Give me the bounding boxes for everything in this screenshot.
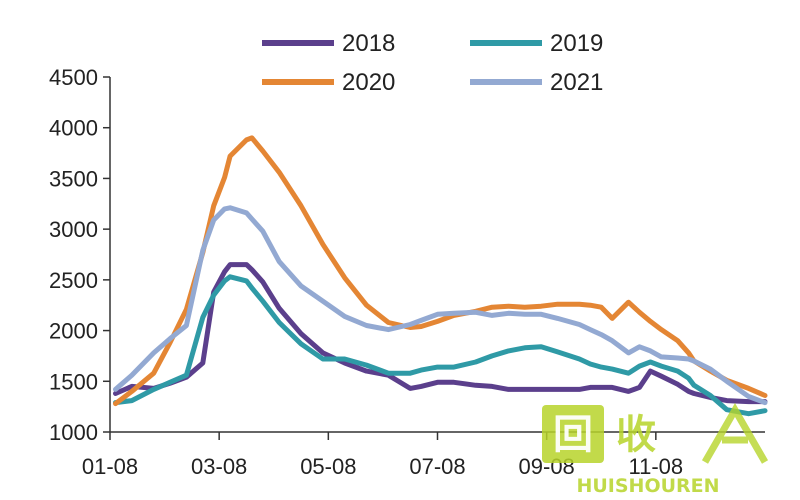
- y-ticks: 1000 1500 2000 2500 3000 3500 4000 4500: [49, 65, 110, 445]
- series-lines: [113, 135, 768, 417]
- y-tick-label: 1000: [49, 420, 98, 445]
- legend-label-2018: 2018: [342, 30, 395, 57]
- y-tick-label: 4000: [49, 116, 98, 141]
- x-tick-label: 01-08: [82, 454, 138, 479]
- watermark-brand-text: HUISHOUREN: [576, 475, 719, 497]
- legend-label-2021: 2021: [550, 69, 603, 96]
- x-tick-label: 03-08: [191, 454, 247, 479]
- series-line-2018: [113, 262, 768, 405]
- y-tick-label: 3500: [49, 166, 98, 191]
- series-line-2020: [113, 135, 768, 407]
- x-tick-label: 05-08: [300, 454, 356, 479]
- y-tick-label: 2500: [49, 268, 98, 293]
- series-line-2021: [113, 205, 768, 406]
- watermark-mark-icon: [701, 402, 769, 464]
- legend-label-2019: 2019: [550, 30, 603, 57]
- x-ticks: 01-08 03-08 05-08 07-08 09-08 11-08: [82, 432, 683, 479]
- x-tick-label: 11-08: [629, 454, 684, 479]
- y-tick-label: 4500: [49, 65, 98, 90]
- y-tick-label: 3000: [49, 217, 98, 242]
- y-tick-label: 1500: [49, 369, 98, 394]
- x-tick-label: 07-08: [409, 454, 465, 479]
- legend: 2018 2019 2020 2021: [262, 30, 603, 96]
- series-line-2019: [113, 274, 768, 417]
- legend-label-2020: 2020: [342, 69, 395, 96]
- watermark-logo-text: 回: [553, 412, 593, 458]
- y-tick-label: 2000: [49, 319, 98, 344]
- watermark-logo-text-2: 收: [616, 412, 656, 458]
- watermark-badge: [542, 405, 604, 463]
- watermark-logo: 回 收 HUISHOUREN: [542, 402, 769, 497]
